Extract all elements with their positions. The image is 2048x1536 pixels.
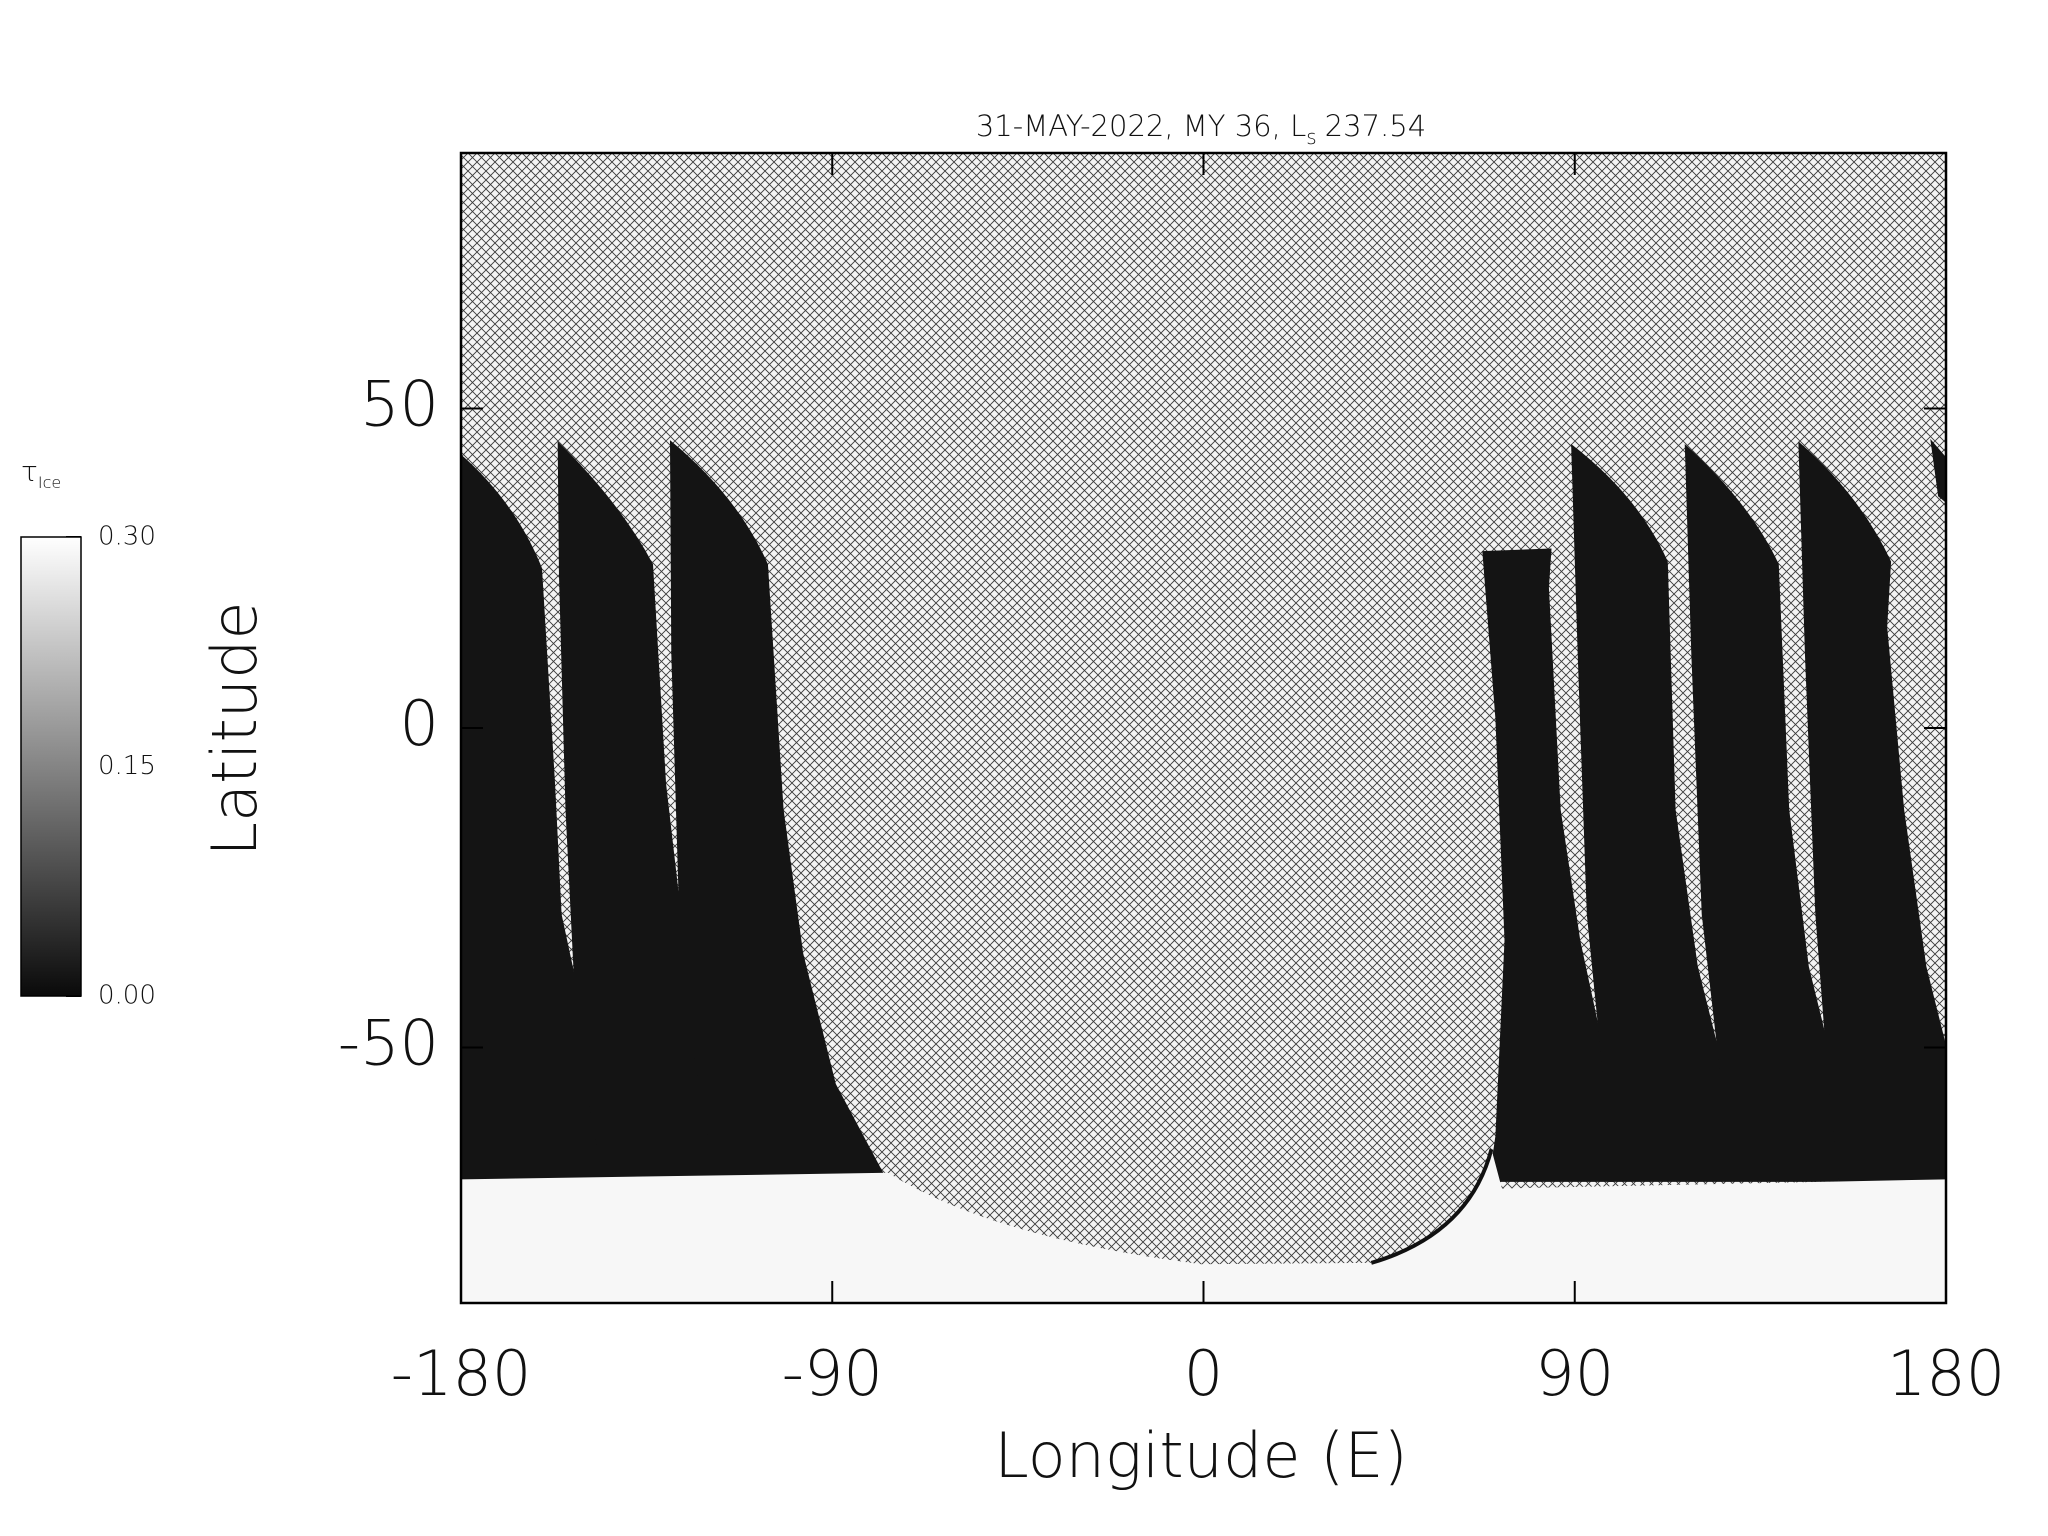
- colorbar-subscript: Ice: [38, 473, 61, 492]
- x-tick-label: 90: [1535, 1337, 1614, 1410]
- polar-ice-region: [461, 1149, 1946, 1303]
- x-tick-label: -90: [782, 1337, 883, 1410]
- title-text: 31-MAY-2022, MY 36,: [976, 109, 1281, 143]
- swath: [461, 454, 604, 1182]
- colorbar-symbol: τ: [21, 455, 38, 488]
- colorbar-label: τIce: [21, 455, 61, 492]
- axes: -180 -90 0 90 180 -50 0 50 0.00 0.15 0.30: [66, 153, 2005, 1410]
- colorbar-tick-label: 0.15: [98, 751, 156, 781]
- colorbar-tick-label: 0.00: [98, 981, 156, 1011]
- swath-edge: [1370, 1148, 1494, 1265]
- y-tick-label: 0: [400, 687, 439, 760]
- title-symbol: L: [1290, 109, 1306, 143]
- swath: [1684, 444, 1845, 1182]
- y-tick-label: 50: [360, 368, 439, 441]
- x-tick-label: 0: [1184, 1337, 1223, 1410]
- colorbar: [20, 536, 82, 997]
- swath: [1930, 438, 1946, 503]
- x-axis-label: Longitude (E): [994, 1419, 1407, 1492]
- chart-title: 31-MAY-2022, MY 36, Ls 237.54: [976, 109, 1426, 149]
- title-value: 237.54: [1325, 109, 1426, 143]
- swath: [1571, 444, 1731, 1182]
- observation-swaths: [461, 438, 1946, 1303]
- y-tick-label: -50: [338, 1006, 439, 1079]
- swath: [557, 441, 719, 1182]
- swath: [669, 440, 889, 1182]
- y-axis-label: Latitude: [198, 601, 271, 856]
- swath: [1482, 548, 1620, 1182]
- colorbar-tick-label: 0.30: [98, 522, 156, 552]
- title-subscript: s: [1306, 125, 1316, 149]
- x-tick-label: 180: [1887, 1337, 2005, 1410]
- swath: [1798, 441, 1946, 1182]
- map-field: [461, 438, 1946, 1303]
- x-tick-label: -180: [391, 1337, 532, 1410]
